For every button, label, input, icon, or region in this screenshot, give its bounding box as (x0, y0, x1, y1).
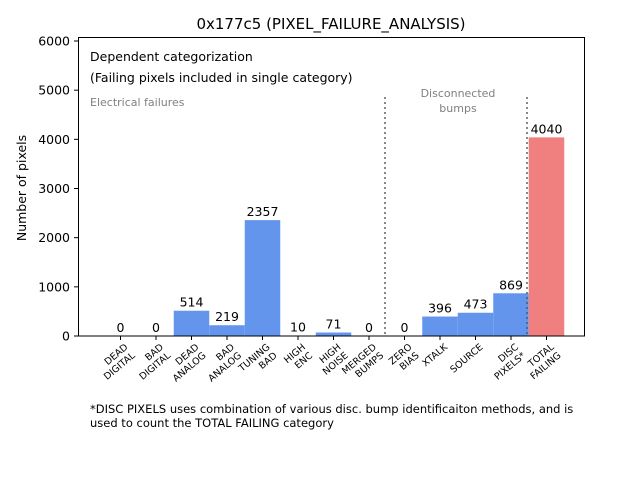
footnote-line-1: *DISC PIXELS uses combination of various… (90, 402, 574, 416)
bar-value-label-3: 219 (215, 309, 239, 324)
y-tick-label-4: 4000 (38, 132, 70, 147)
x-tick-label-11: DISCPIXELS* (485, 342, 528, 383)
bar-11 (493, 293, 529, 336)
bar-value-label-7: 0 (365, 320, 373, 335)
footnote-line-2: used to count the TOTAL FAILING category (90, 416, 334, 430)
bar-value-label-10: 473 (464, 297, 488, 312)
x-tick-label-1: BADDIGITAL (130, 341, 173, 382)
bar-value-label-9: 396 (428, 301, 452, 316)
y-tick-label-2: 2000 (38, 230, 70, 245)
bar-value-label-1: 0 (152, 320, 160, 335)
y-tick-label-5: 5000 (38, 83, 70, 98)
bar-value-label-0: 0 (117, 320, 125, 335)
bar-value-label-12: 4040 (531, 121, 563, 136)
x-tick-label-3: BADANALOG (199, 342, 244, 385)
bar-value-label-4: 2357 (247, 204, 279, 219)
x-tick-label-8: ZEROBIAS (387, 342, 422, 376)
y-ticks: 0 1000 2000 3000 4000 5000 6000 (38, 34, 79, 344)
annotation-single-category: (Failing pixels included in single categ… (90, 70, 353, 85)
bar-10 (457, 312, 494, 336)
x-tick-label-6: HIGHNOISE (314, 342, 351, 378)
x-tick-label-7: MERGEDBUMPS (340, 342, 386, 386)
x-tick-label-0: DEADDIGITAL (95, 341, 138, 382)
x-tick-label-4: TUNINGBAD (236, 342, 279, 383)
annotation-disconnected: Disconnected (421, 87, 496, 100)
bar-value-label-6: 71 (326, 317, 342, 332)
plot-frame (78, 37, 585, 337)
bar-12 (528, 137, 565, 336)
bar-value-label-5: 10 (290, 320, 306, 335)
annotation-bumps: bumps (439, 102, 477, 115)
x-tick-label-12: TOTALFAILING (521, 341, 564, 382)
y-tick-label-3: 3000 (38, 181, 70, 196)
y-axis-label: Number of pixels (14, 135, 29, 241)
chart-title: 0x177c5 (PIXEL_FAILURE_ANALYSIS) (196, 15, 465, 34)
bar-4 (244, 220, 281, 336)
bars (173, 137, 565, 336)
bar-value-label-2: 514 (180, 295, 204, 310)
x-ticks: DEADDIGITAL BADDIGITAL DEADANALOG BADANALOG… (95, 336, 564, 386)
annotation-electrical: Electrical failures (90, 96, 185, 109)
annotation-dependent: Dependent categorization (90, 49, 253, 64)
x-tick-label-2: DEADANALOG (164, 342, 209, 385)
bar-3 (209, 325, 245, 336)
bar-6 (315, 332, 352, 336)
y-tick-label-1: 1000 (38, 279, 70, 294)
bar-value-label-11: 869 (499, 277, 523, 292)
y-tick-label-0: 0 (62, 329, 70, 344)
bar-9 (422, 316, 458, 336)
x-tick-label-9: XTALK (420, 341, 450, 369)
y-tick-label-6: 6000 (38, 34, 70, 49)
data-labels: 0 0 514 219 2357 10 71 0 0 396 473 869 4040 (117, 121, 563, 335)
x-tick-label-10: SOURCE (448, 342, 485, 376)
x-tick-label-5: HIGHENC (282, 342, 315, 375)
footnote: *DISC PIXELS uses combination of various… (90, 402, 630, 430)
bar-2 (173, 310, 210, 336)
bar-value-label-8: 0 (401, 320, 409, 335)
